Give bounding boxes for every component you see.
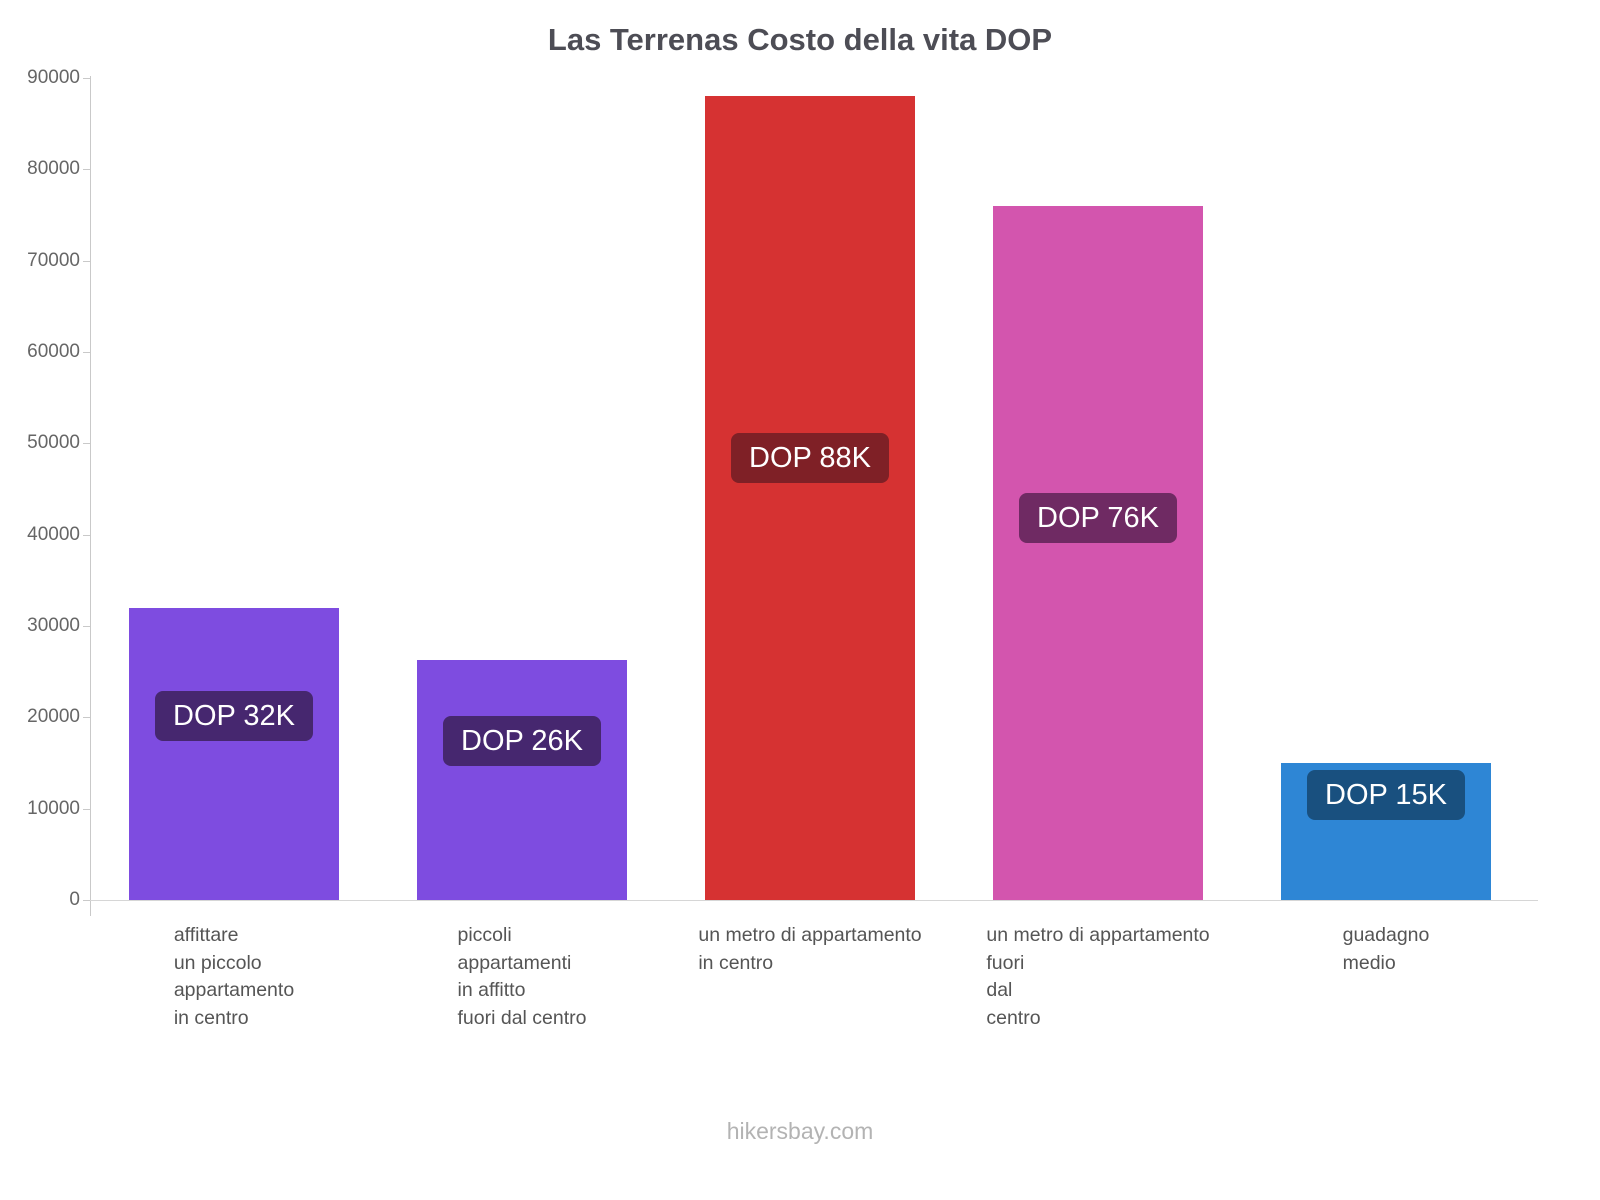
y-tick-mark <box>83 78 90 79</box>
y-axis-line <box>90 76 91 916</box>
y-tick-label: 70000 <box>27 249 80 271</box>
y-tick-mark <box>83 900 90 901</box>
y-tick-label: 60000 <box>27 341 80 362</box>
y-tick-mark <box>83 717 90 719</box>
y-tick-label: 40000 <box>27 523 80 545</box>
x-axis-line <box>90 900 1538 901</box>
y-tick-label: 30000 <box>27 615 80 636</box>
y-tick-label: 50000 <box>27 432 80 454</box>
bar <box>993 205 1203 900</box>
y-tick-label: 20000 <box>27 706 80 728</box>
bar-value-badge: DOP 76K <box>1019 493 1177 544</box>
bar-value-badge: DOP 26K <box>443 716 601 767</box>
y-tick-mark <box>83 260 90 262</box>
y-tick-mark <box>83 169 90 171</box>
y-tick-mark <box>83 808 90 810</box>
bar-category-label: un metro di appartamento fuori dal centro <box>986 924 1210 1029</box>
chart-title: Las Terrenas Costo della vita DOP <box>547 22 1053 57</box>
y-tick-label: 80000 <box>27 158 80 180</box>
bar <box>417 659 627 900</box>
bar <box>129 607 339 900</box>
y-tick-mark <box>83 626 90 627</box>
bar-category-label: piccoli appartamenti in affitto fuori dal c… <box>457 924 587 1029</box>
y-tick-label: 90000 <box>27 67 80 88</box>
y-tick-label: 10000 <box>27 797 80 819</box>
footer-watermark: hikersbay.com <box>726 1118 874 1144</box>
bar-category-label: guadagno medio <box>1342 924 1430 974</box>
bar-category-label: affittare un piccolo appartamento in centro <box>173 924 295 1029</box>
bar-category-label: un metro di appartamento in centro <box>698 924 922 974</box>
bar-value-badge: DOP 32K <box>155 690 313 741</box>
y-tick-mark <box>83 534 90 536</box>
y-tick-label: 0 <box>69 889 80 910</box>
bar-value-badge: DOP 15K <box>1307 769 1465 820</box>
y-tick-mark <box>83 443 90 445</box>
bar <box>705 96 915 900</box>
y-tick-mark <box>83 352 90 353</box>
bar-value-badge: DOP 88K <box>731 432 889 483</box>
